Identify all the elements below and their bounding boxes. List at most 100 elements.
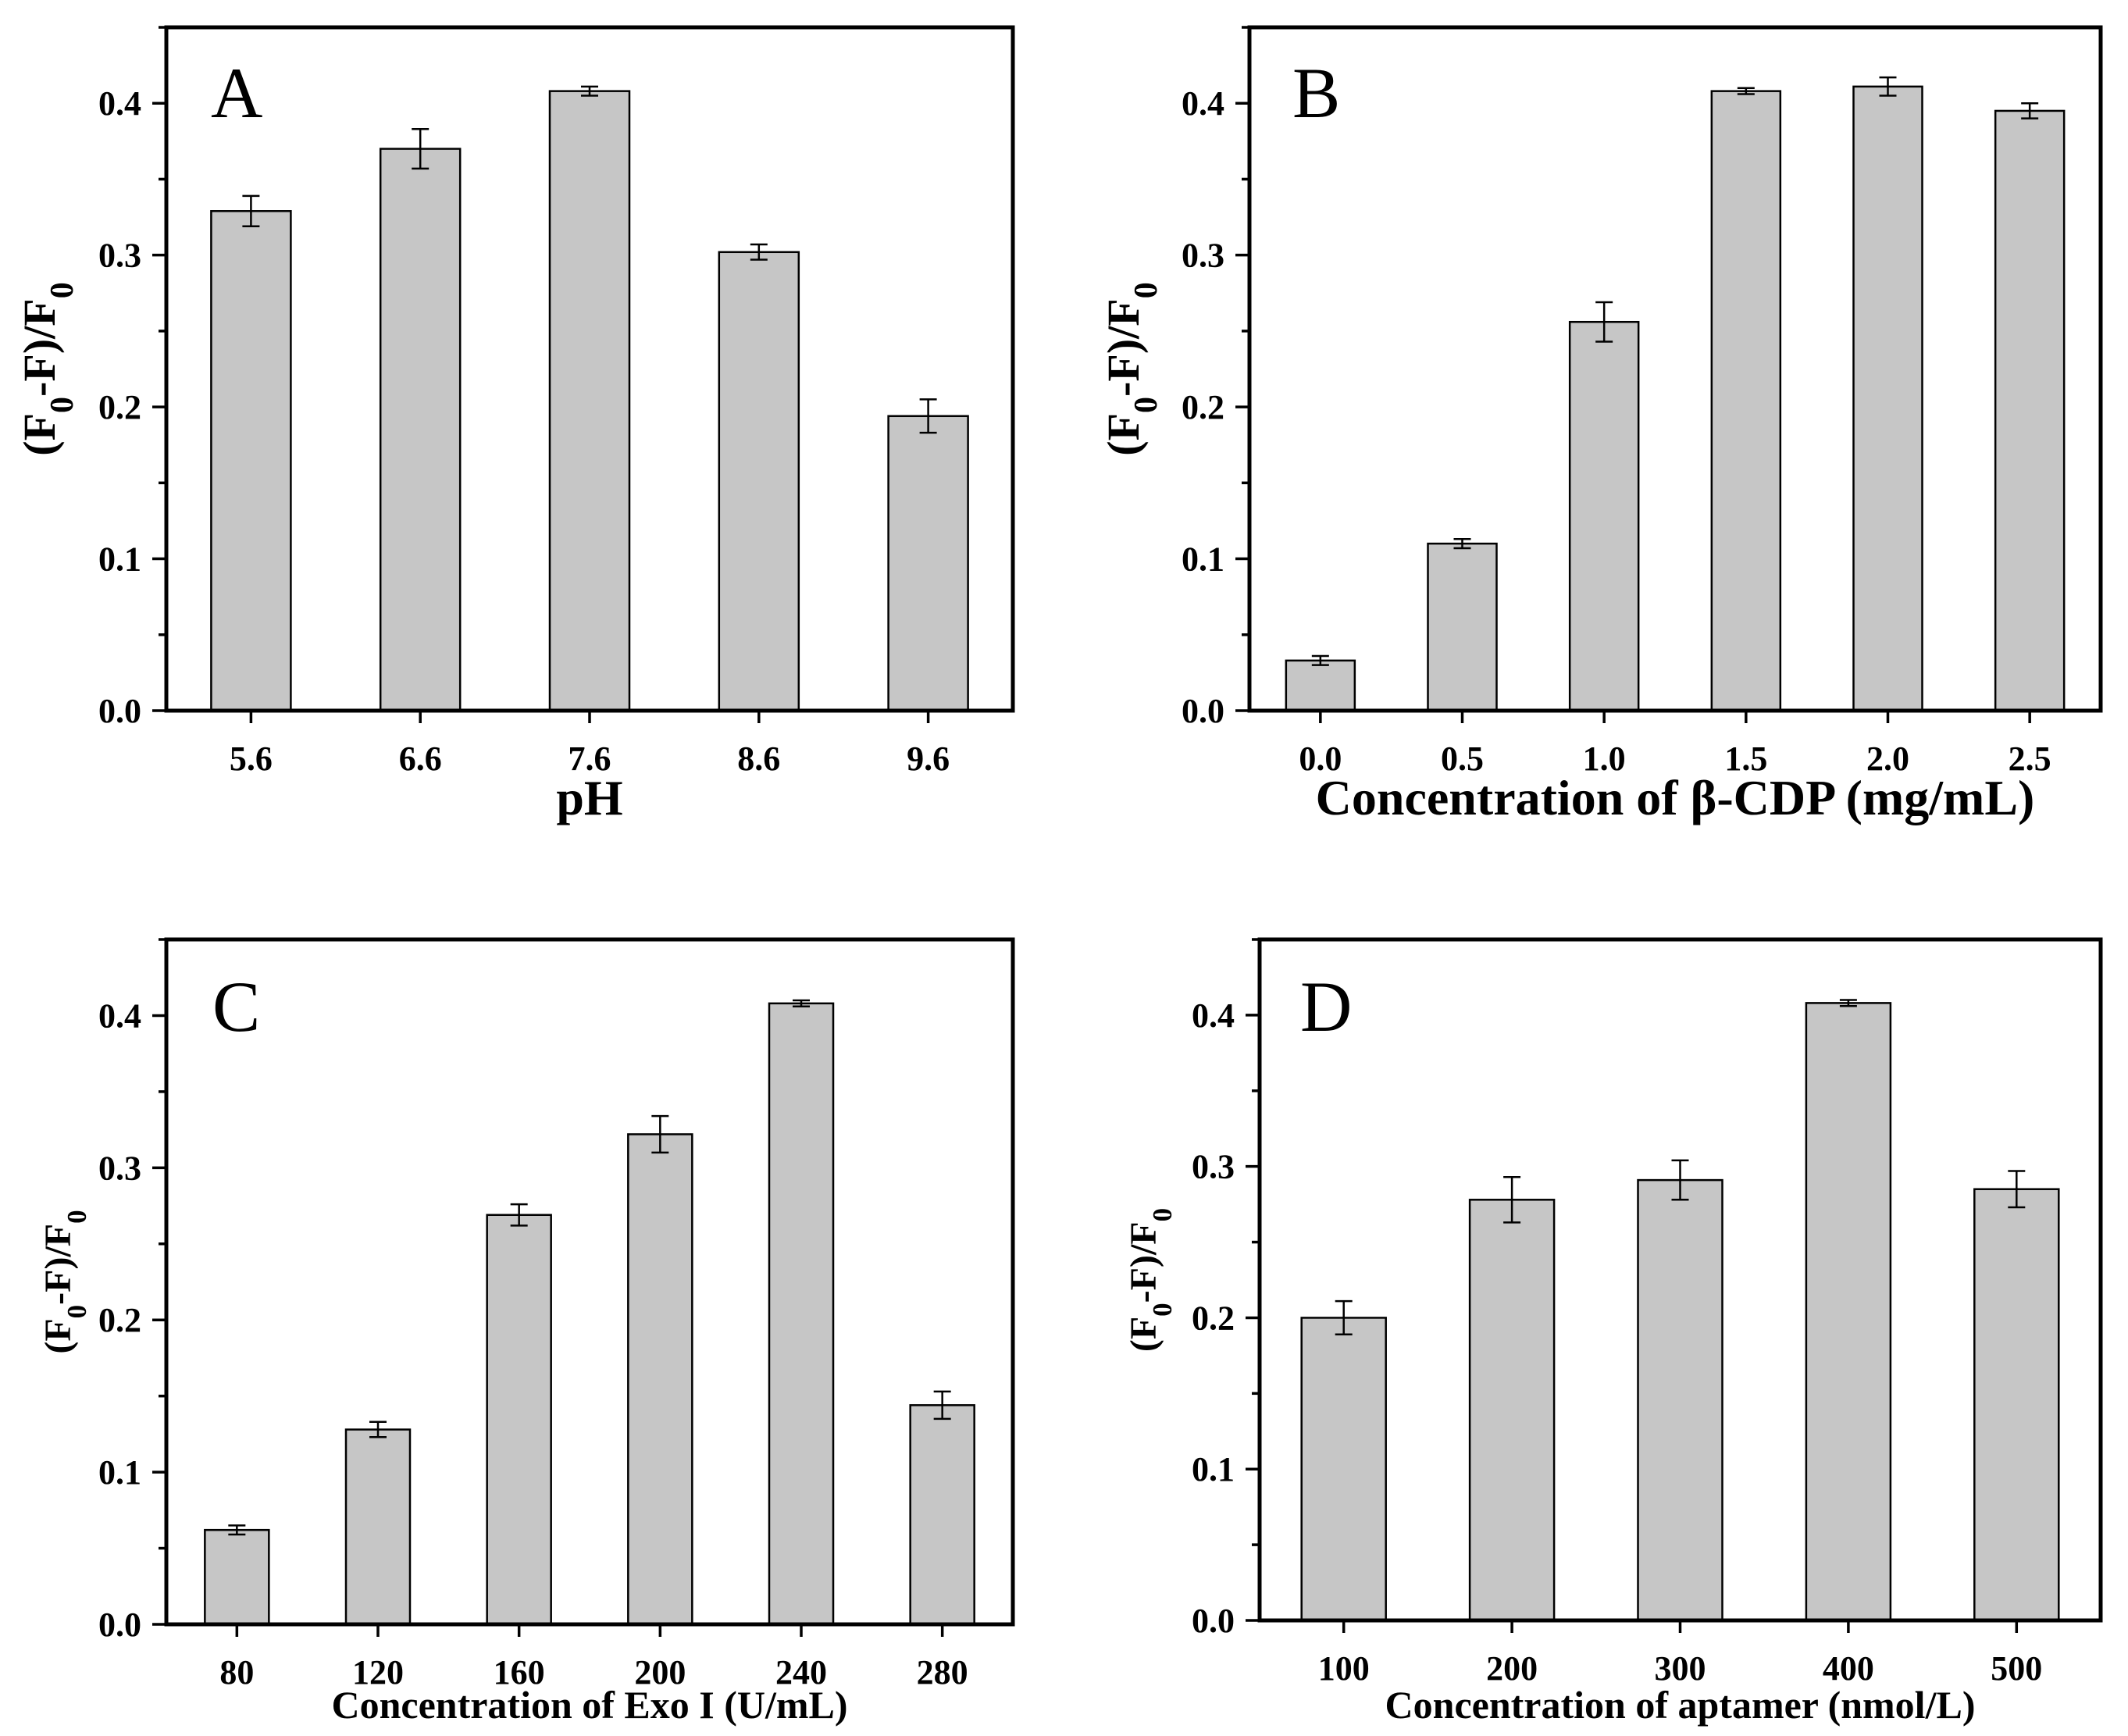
x-tick-label: 2.5 [2009, 740, 2051, 778]
y-tick-label: 0.2 [1182, 388, 1224, 426]
x-tick-label: 6.6 [399, 740, 442, 778]
error-bar [793, 999, 810, 1008]
y-tick-label: 0.4 [98, 996, 141, 1035]
x-tick-label: 8.6 [737, 740, 780, 778]
panel-letter: A [211, 53, 262, 133]
panel-c: 0.0 0.1 0.2 0.3 0.4 80 120 160 200 240 280 Concentr… [37, 937, 1015, 1727]
y-tick-label: 0.1 [1192, 1450, 1235, 1488]
x-tick-label: 280 [917, 1653, 968, 1691]
panel-letter: D [1300, 967, 1352, 1046]
x-axis-title: Concentration of aptamer (nmol/L) [1385, 1683, 1976, 1727]
bar [887, 415, 969, 712]
bar [1973, 1188, 2060, 1622]
y-tick-label: 0.3 [98, 237, 141, 275]
x-tick-label: 200 [634, 1653, 686, 1691]
panel-letter: C [212, 967, 260, 1046]
error-bar [412, 128, 430, 170]
bar [548, 90, 631, 712]
panel-a: 0.0 0.1 0.2 0.3 0.4 5.6 6.6 7.6 8.6 9.6 pH (F0-F)/F… [14, 25, 1015, 825]
plot-frame [1257, 937, 2103, 1623]
x-tick-label: 200 [1486, 1649, 1538, 1688]
plot-frame [1247, 25, 2103, 713]
y-axis-title: (F0-F)/F0 [14, 282, 80, 455]
y-tick-label: 0.1 [1182, 540, 1224, 579]
bar [1852, 85, 1923, 712]
y-tick-label: 0.2 [1192, 1299, 1235, 1337]
error-bar [933, 1390, 951, 1421]
panel-b: 0.0 0.1 0.2 0.3 0.4 0.0 0.5 1.0 1.5 2.0 2.5Concent… [1098, 25, 2103, 825]
bar [204, 1528, 270, 1626]
error-bar [2021, 102, 2039, 119]
bar [1300, 1317, 1387, 1622]
bar [1568, 320, 1640, 712]
error-bar [581, 85, 598, 97]
bar [1637, 1178, 1723, 1622]
error-bar [651, 1114, 669, 1154]
y-tick-label: 0.1 [98, 540, 141, 579]
y-tick-label: 0.1 [98, 1453, 141, 1492]
y-tick-label: 0.2 [98, 388, 141, 426]
error-bar [1671, 1159, 1689, 1201]
x-tick-label: 9.6 [907, 740, 950, 778]
error-bar [1595, 301, 1613, 343]
y-axis-title: (F0-F)/F0 [1098, 282, 1164, 455]
x-tick-label: 1.0 [1583, 740, 1626, 778]
x-tick-label: 100 [1318, 1649, 1370, 1688]
y-tick-label: 0.2 [98, 1301, 141, 1339]
x-tick-label: 500 [1991, 1649, 2042, 1688]
y-tick-label: 0.3 [1182, 237, 1224, 275]
y-tick-label: 0.0 [98, 692, 141, 730]
x-tick-label: 300 [1655, 1649, 1706, 1688]
x-tick-label: 1.5 [1724, 740, 1767, 778]
y-tick-label: 0.3 [98, 1149, 141, 1187]
error-bar [1839, 999, 1857, 1007]
error-bar [1453, 538, 1471, 550]
plot-frame [164, 937, 1015, 1627]
error-bar [919, 398, 937, 434]
bar [1994, 109, 2066, 712]
error-bar [369, 1421, 387, 1438]
error-bar [510, 1203, 528, 1227]
x-axis-title: Concentration of Exo I (U/mL) [331, 1683, 847, 1727]
bar [1710, 90, 1782, 712]
x-tick-label: 7.6 [569, 740, 611, 778]
error-bar [1335, 1299, 1353, 1336]
bar [768, 1002, 835, 1626]
x-tick-label: 0.0 [1299, 740, 1342, 778]
error-bar [242, 194, 260, 227]
error-bar [1879, 76, 1897, 97]
y-axis-title: (F0-F)/F0 [1123, 1208, 1178, 1352]
x-tick-label: 400 [1823, 1649, 1874, 1688]
panel-d: 0.0 0.1 0.2 0.3 0.4 100 200 300 400 500 Concentrat… [1123, 937, 2103, 1727]
bar [344, 1428, 412, 1626]
y-tick-label: 0.0 [1182, 692, 1224, 730]
bar [1427, 542, 1498, 712]
bar [379, 148, 462, 712]
bar [718, 251, 800, 712]
y-tick-label: 0.0 [1192, 1602, 1235, 1640]
bar [486, 1214, 552, 1626]
y-tick-label: 0.3 [1192, 1148, 1235, 1186]
error-bar [2008, 1170, 2026, 1209]
y-tick-label: 0.4 [98, 84, 141, 123]
x-tick-label: 2.0 [1866, 740, 1909, 778]
error-bar [1503, 1175, 1521, 1224]
x-tick-label: 160 [494, 1653, 545, 1691]
y-tick-label: 0.0 [98, 1606, 141, 1644]
y-axis-title: (F0-F)/F0 [37, 1210, 92, 1353]
x-tick-label: 80 [219, 1653, 254, 1691]
x-tick-label: 5.6 [230, 740, 273, 778]
x-axis-title: pH [556, 770, 622, 825]
x-tick-label: 0.5 [1441, 740, 1484, 778]
bar [627, 1133, 693, 1626]
error-bar [1737, 87, 1755, 95]
y-tick-label: 0.4 [1182, 84, 1224, 123]
x-tick-label: 240 [775, 1653, 827, 1691]
x-axis-title: Concentration of β-CDP (mg/mL) [1316, 770, 2035, 825]
error-bar [750, 243, 768, 261]
bar [1468, 1199, 1556, 1622]
bar [1805, 1002, 1892, 1622]
bar [909, 1404, 975, 1626]
y-tick-label: 0.4 [1192, 996, 1235, 1035]
